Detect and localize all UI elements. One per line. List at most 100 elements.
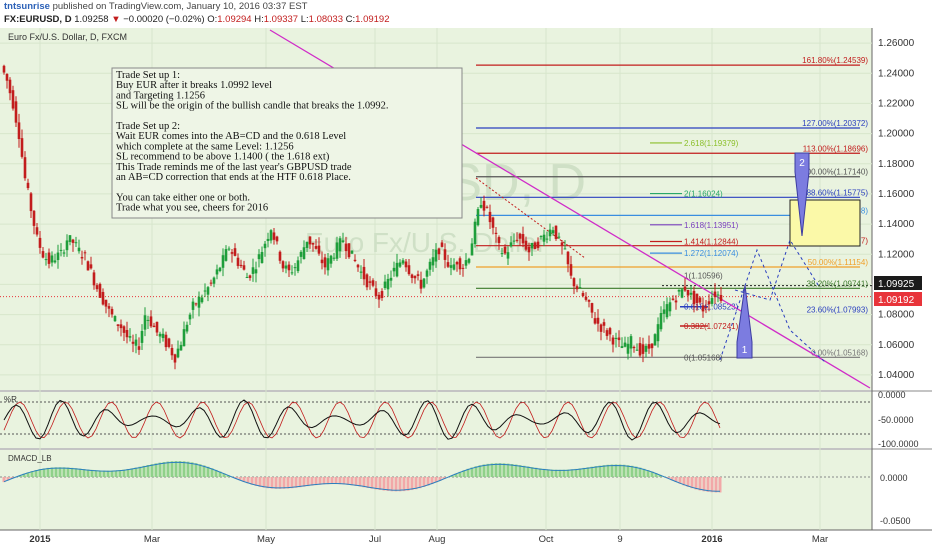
- candle-body: [407, 265, 411, 275]
- price-tick: 1.22000: [878, 98, 915, 109]
- candle-body: [185, 324, 189, 332]
- candle-body: [458, 258, 462, 270]
- candle-body: [380, 291, 384, 298]
- candle-body: [695, 293, 699, 303]
- low-value: 1.08033: [308, 14, 343, 25]
- candle-body: [383, 281, 387, 288]
- macd-bar: [594, 466, 598, 477]
- candle-body: [272, 232, 276, 240]
- candle-body: [689, 292, 693, 295]
- candle-body: [470, 243, 474, 256]
- candle-body: [236, 257, 240, 266]
- candle-body: [398, 262, 402, 267]
- candle-body: [326, 258, 330, 271]
- candle-body: [392, 267, 396, 272]
- candle-body: [92, 272, 96, 286]
- macd-histogram: [2, 461, 722, 493]
- macd-bar: [602, 465, 606, 477]
- macd-bar: [346, 477, 350, 485]
- candle-body: [335, 242, 339, 259]
- close-value: 1.09192: [355, 14, 390, 25]
- macd-bar: [98, 470, 102, 477]
- macd-bar: [654, 473, 658, 477]
- candle-body: [719, 294, 723, 301]
- fib-ret-label: 2(1.16024): [684, 190, 723, 199]
- candle-body: [44, 259, 48, 261]
- macd-bar: [482, 464, 486, 477]
- macd-bar: [430, 477, 434, 485]
- macd-bar: [50, 467, 54, 477]
- candle-body: [293, 267, 297, 269]
- macd-bar: [538, 468, 542, 477]
- stoch-main-line: [3, 399, 721, 441]
- macd-bar: [130, 468, 134, 477]
- candle-body: [368, 281, 372, 283]
- fib-ret-label: 1(1.10596): [684, 271, 723, 280]
- candle-body: [182, 329, 186, 347]
- macd-bar: [622, 464, 626, 477]
- candle-body: [713, 291, 717, 298]
- price-tick: 1.14000: [878, 219, 915, 230]
- candle-body: [464, 260, 468, 266]
- macd-bar: [618, 464, 622, 477]
- candle-body: [68, 235, 72, 242]
- candle-body: [422, 278, 426, 288]
- candle-body: [644, 345, 648, 352]
- note-line: SL recommend to be above 1.1400 ( the 1.…: [116, 152, 330, 163]
- callout-arrow-2[interactable]: [794, 152, 810, 237]
- note-box[interactable]: [111, 67, 463, 219]
- candle-body: [710, 297, 714, 304]
- author-link[interactable]: tntsunrise: [4, 1, 50, 12]
- macd-bar: [266, 477, 270, 489]
- macd-bar: [250, 477, 254, 485]
- note-line: Trade Set up 1:: [116, 70, 180, 81]
- macd-bar: [470, 467, 474, 477]
- time-tick: 9: [617, 534, 622, 545]
- last-price: 1.09258: [74, 14, 109, 25]
- macd-bar: [598, 465, 602, 477]
- candle-body: [131, 341, 135, 344]
- candle-body: [551, 230, 555, 234]
- candle-body: [329, 255, 333, 264]
- candle-body: [218, 267, 222, 272]
- candle-body: [62, 252, 66, 254]
- macd-bar: [174, 461, 178, 477]
- candle-body: [260, 252, 264, 264]
- candle-body: [65, 240, 69, 251]
- macd-bar: [286, 477, 290, 489]
- macd-tick: 0.0000: [880, 473, 908, 483]
- candle-body: [263, 243, 267, 249]
- candle-body: [266, 238, 270, 242]
- price-tick: 1.24000: [878, 68, 915, 79]
- candle-body: [152, 325, 156, 328]
- note-line: which complete at the same Level: 1.1256: [116, 141, 294, 152]
- candle-body: [227, 248, 231, 250]
- ohlc-line: FX:EURUSD, D 1.09258 ▼ −0.00020 (−0.02%)…: [4, 14, 389, 25]
- macd-bar: [58, 467, 62, 477]
- candle-body: [26, 182, 30, 189]
- candle-body: [188, 314, 192, 320]
- candle-body: [677, 289, 681, 292]
- macd-bar: [674, 477, 678, 483]
- candle-body: [554, 225, 558, 239]
- candle-body: [314, 246, 318, 249]
- macd-bar: [70, 467, 74, 477]
- candle-body: [488, 211, 492, 223]
- macd-bar: [194, 463, 198, 477]
- candle-body: [41, 251, 45, 258]
- candle-body: [647, 344, 651, 349]
- fib-ret-label: 1.414(1.12844): [684, 238, 739, 247]
- candle-body: [542, 234, 546, 242]
- candle-body: [116, 324, 120, 326]
- candle-body: [197, 296, 201, 308]
- time-tick: Aug: [429, 534, 446, 545]
- candle-body: [614, 337, 618, 339]
- macd-bar: [342, 477, 346, 485]
- candle-body: [485, 206, 489, 208]
- macd-bar: [670, 477, 674, 481]
- candle-body: [443, 249, 447, 260]
- macd-bar: [498, 463, 502, 477]
- callout-arrow-1[interactable]: [736, 284, 753, 359]
- macd-bar: [2, 477, 6, 483]
